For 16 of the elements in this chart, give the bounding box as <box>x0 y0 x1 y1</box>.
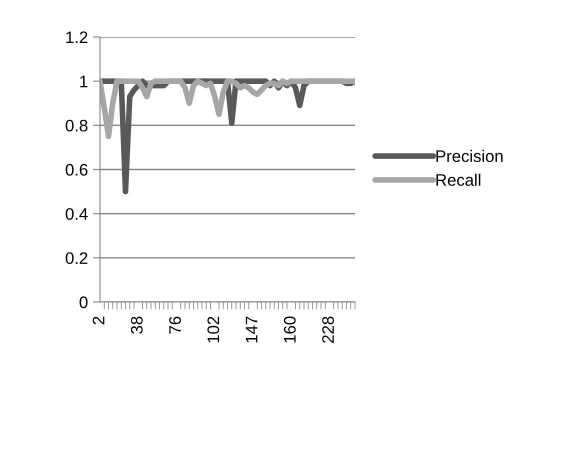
y-tick-label: 1.2 <box>66 31 88 44</box>
y-tick-label: 0.4 <box>66 208 88 220</box>
x-tick-label: 160 <box>284 316 296 342</box>
y-tick-label: 0 <box>80 296 88 308</box>
y-tick-label: 0.2 <box>66 252 88 264</box>
y-tick-label: 0.6 <box>66 164 88 176</box>
x-tick-label: 38 <box>130 316 143 334</box>
x-tick-label: 2 <box>92 316 104 324</box>
x-tick-label: 76 <box>169 316 181 334</box>
legend-label: Precision <box>436 150 503 162</box>
legend-label: Recall <box>436 174 480 186</box>
x-tick-label: 102 <box>207 316 220 342</box>
y-tick-label: 1 <box>80 76 88 88</box>
x-tick-label: 147 <box>246 316 258 342</box>
y-tick-label: 0.8 <box>66 120 88 132</box>
x-tick-label: 228 <box>322 316 334 343</box>
